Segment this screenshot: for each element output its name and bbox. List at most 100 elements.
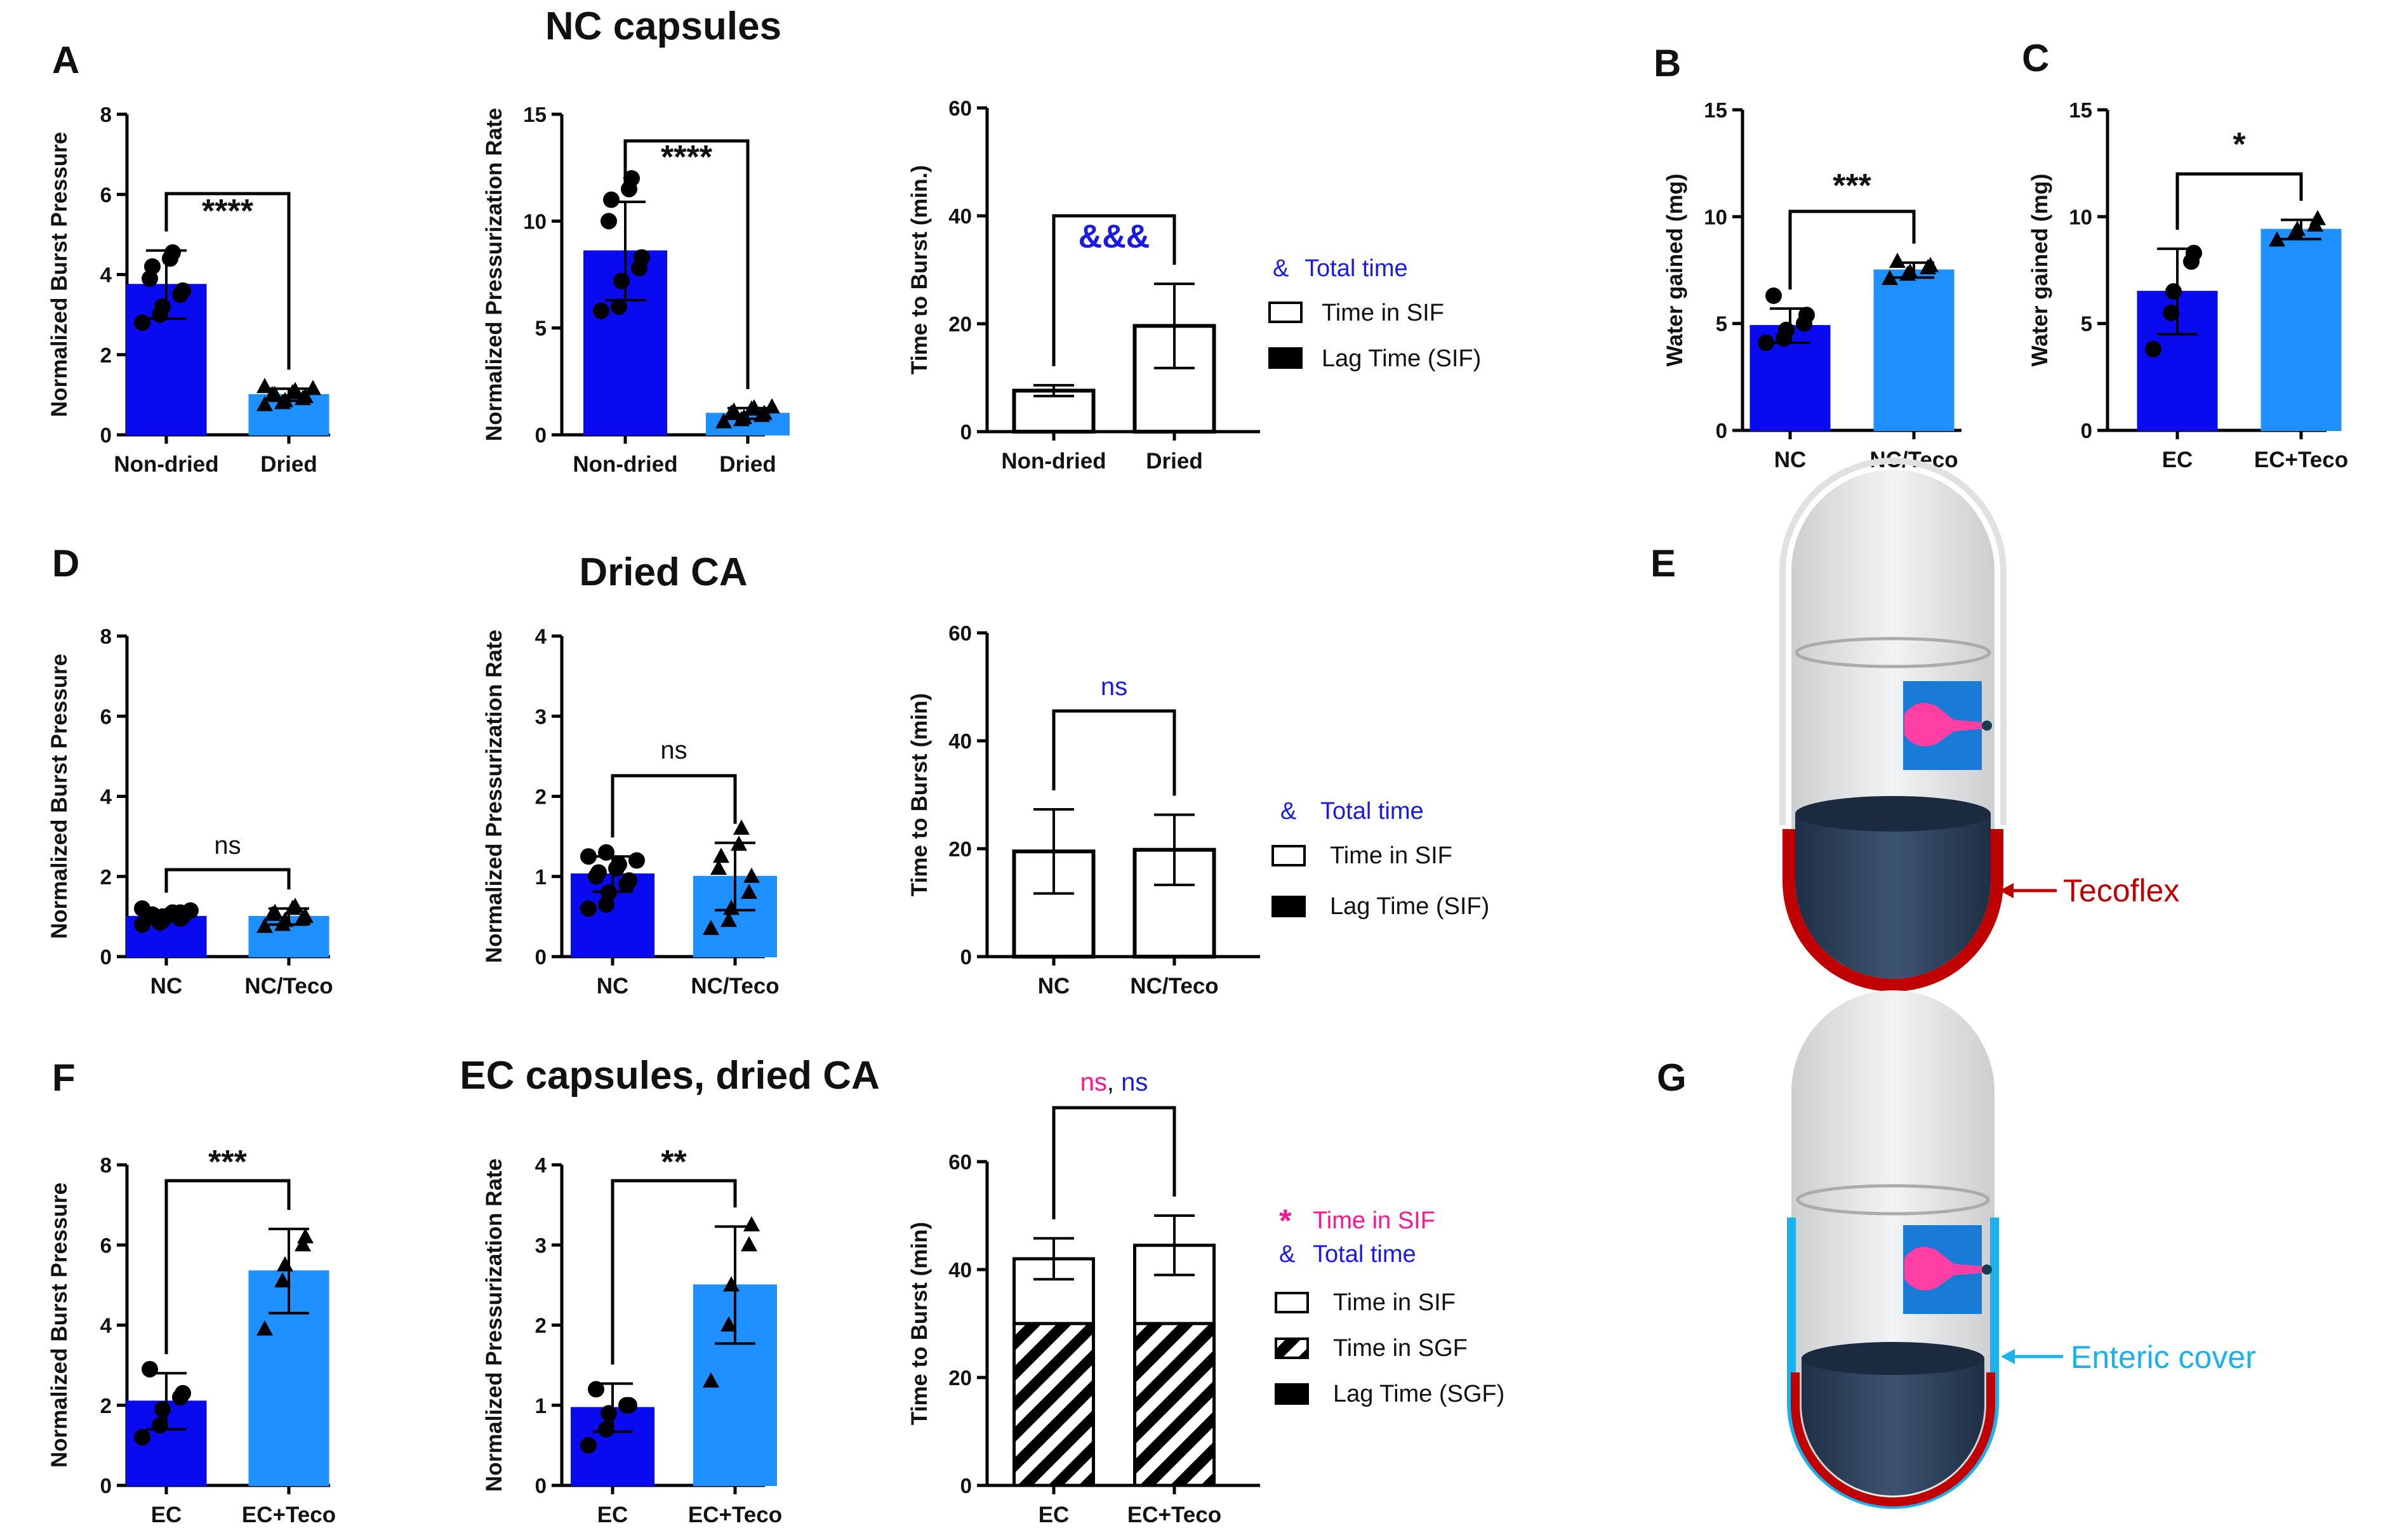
section-title-ec: EC capsules, dried CA [460, 1054, 880, 1098]
x-category-label: EC [2162, 448, 2193, 472]
significance-label: ns [1101, 673, 1127, 701]
data-point [1758, 334, 1774, 351]
data-point [598, 844, 614, 861]
data-point [256, 917, 273, 933]
legend-item-lag-time: Lag Time (SIF) [1330, 893, 1489, 920]
legend-item-time-in-sif: Time in SIF [1322, 300, 1444, 326]
y-axis-label: Water gained (mg) [1663, 174, 1687, 367]
legend-swatch-lag-time [1271, 896, 1306, 917]
chart-c-water-gained: 0 5 10 15 Water gained (mg) EC EC+Teco * [2028, 98, 2348, 472]
data-point [267, 385, 283, 401]
data-point [2186, 244, 2202, 262]
capsule-rim [1796, 1184, 1990, 1216]
x-category-label: EC+Teco [2254, 448, 2348, 472]
data-point [588, 1381, 604, 1398]
significance-part: , [1107, 1068, 1114, 1096]
chart-d3-time-to-burst: 0 20 40 60 Time to Burst (min) NC NC/Teco ns [907, 621, 1260, 999]
bar [1873, 269, 1955, 431]
significance-bracket [164, 868, 291, 893]
significance-bracket [611, 774, 737, 838]
significance-label: **** [202, 193, 254, 230]
data-point [142, 1360, 158, 1377]
y-tick-label: 8 [100, 625, 112, 648]
data-point [743, 867, 760, 883]
legend-swatch-time-in-sgf [1275, 1338, 1309, 1359]
y-tick-label: 10 [523, 209, 547, 233]
significance-bracket [1052, 709, 1176, 796]
data-point [287, 382, 303, 397]
sensor-balloon [1904, 1247, 1984, 1291]
x-category-label: EC [151, 1503, 182, 1527]
panel-letter-d: D [52, 542, 79, 585]
data-point [1902, 263, 1918, 279]
y-axis-label: Normalized Burst Pressure [47, 1183, 72, 1468]
legend-swatch-lag-time [1275, 1383, 1309, 1405]
data-point [256, 378, 273, 394]
significance-bracket [1788, 209, 1916, 290]
data-point [764, 398, 780, 414]
data-point [2309, 209, 2326, 225]
y-axis-label: Time to Burst (min.) [907, 165, 932, 375]
y-tick-label: 40 [948, 729, 972, 753]
data-point [613, 272, 630, 289]
legend-swatch-time-in-sif [1275, 1292, 1309, 1313]
data-point [621, 1397, 637, 1414]
data-point [2145, 341, 2161, 358]
data-point [256, 1320, 273, 1336]
data-point [277, 912, 293, 927]
chart-f2-pressurization-rate: 0 1 2 3 4 Normalized Pressurization Rate EC EC+… [482, 1144, 782, 1527]
data-point [628, 852, 645, 869]
enteric-arrowhead [2001, 1349, 2015, 1364]
significance-bracket [2175, 172, 2303, 230]
data-point [1778, 321, 1795, 338]
y-axis-label: Water gained (mg) [2028, 174, 2052, 367]
data-point [723, 899, 740, 915]
data-point [1922, 256, 1939, 272]
data-point [1765, 287, 1782, 304]
legend-item-time-in-sif: Time in SIF [1333, 1289, 1456, 1316]
data-point [580, 900, 597, 917]
data-point [611, 856, 627, 873]
y-tick-label: 4 [100, 1314, 112, 1338]
y-tick-label: 0 [100, 1474, 112, 1497]
data-point [295, 1236, 311, 1252]
data-point [175, 282, 191, 299]
y-axis-label: Normalized Pressurization Rate [482, 108, 507, 441]
legend-nc-time: & Total time Time in SIF Lag Time (SIF) [1268, 255, 1481, 372]
y-tick-label: 3 [535, 1233, 547, 1257]
capsule-liquid [1795, 814, 1991, 979]
liquid-surface [1802, 1342, 1984, 1375]
bar-segment-sgf [1012, 1322, 1095, 1487]
data-point [743, 1216, 760, 1231]
significance-bracket [164, 192, 291, 370]
data-point [2289, 220, 2306, 236]
data-point [634, 249, 650, 266]
data-point [164, 244, 181, 261]
y-tick-label: 0 [1716, 419, 1727, 442]
significance-bracket [611, 1179, 737, 1365]
significance-part: ns [1080, 1068, 1107, 1096]
y-tick-label: 10 [2069, 205, 2092, 229]
panel-letter-e: E [1650, 542, 1676, 585]
significance-label: * [2233, 126, 2246, 163]
y-tick-label: 0 [535, 423, 547, 447]
data-point [1889, 253, 1906, 269]
x-category-label: NC [1038, 974, 1070, 999]
y-axis-label: Normalized Burst Pressure [47, 654, 72, 939]
chart-d2-pressurization-rate: 0 1 2 3 4 Normalized Pressurization Rate NC NC/… [482, 625, 780, 999]
data-point [713, 847, 729, 863]
illustration-g-capsule: Enteric cover [1787, 990, 2256, 1509]
data-point [277, 392, 293, 408]
data-point [726, 402, 742, 418]
sensor-balloon [1904, 703, 1984, 747]
x-category-label: Non-dried [1001, 449, 1106, 474]
significance-label: ns [660, 736, 687, 764]
data-point [710, 860, 727, 875]
data-point [287, 898, 303, 913]
legend-total-label: Total time [1320, 798, 1424, 825]
y-tick-label: 2 [100, 1394, 112, 1417]
data-point [172, 904, 189, 921]
data-point [598, 1421, 614, 1438]
legend-item-lag-time: Lag Time (SGF) [1333, 1381, 1504, 1407]
